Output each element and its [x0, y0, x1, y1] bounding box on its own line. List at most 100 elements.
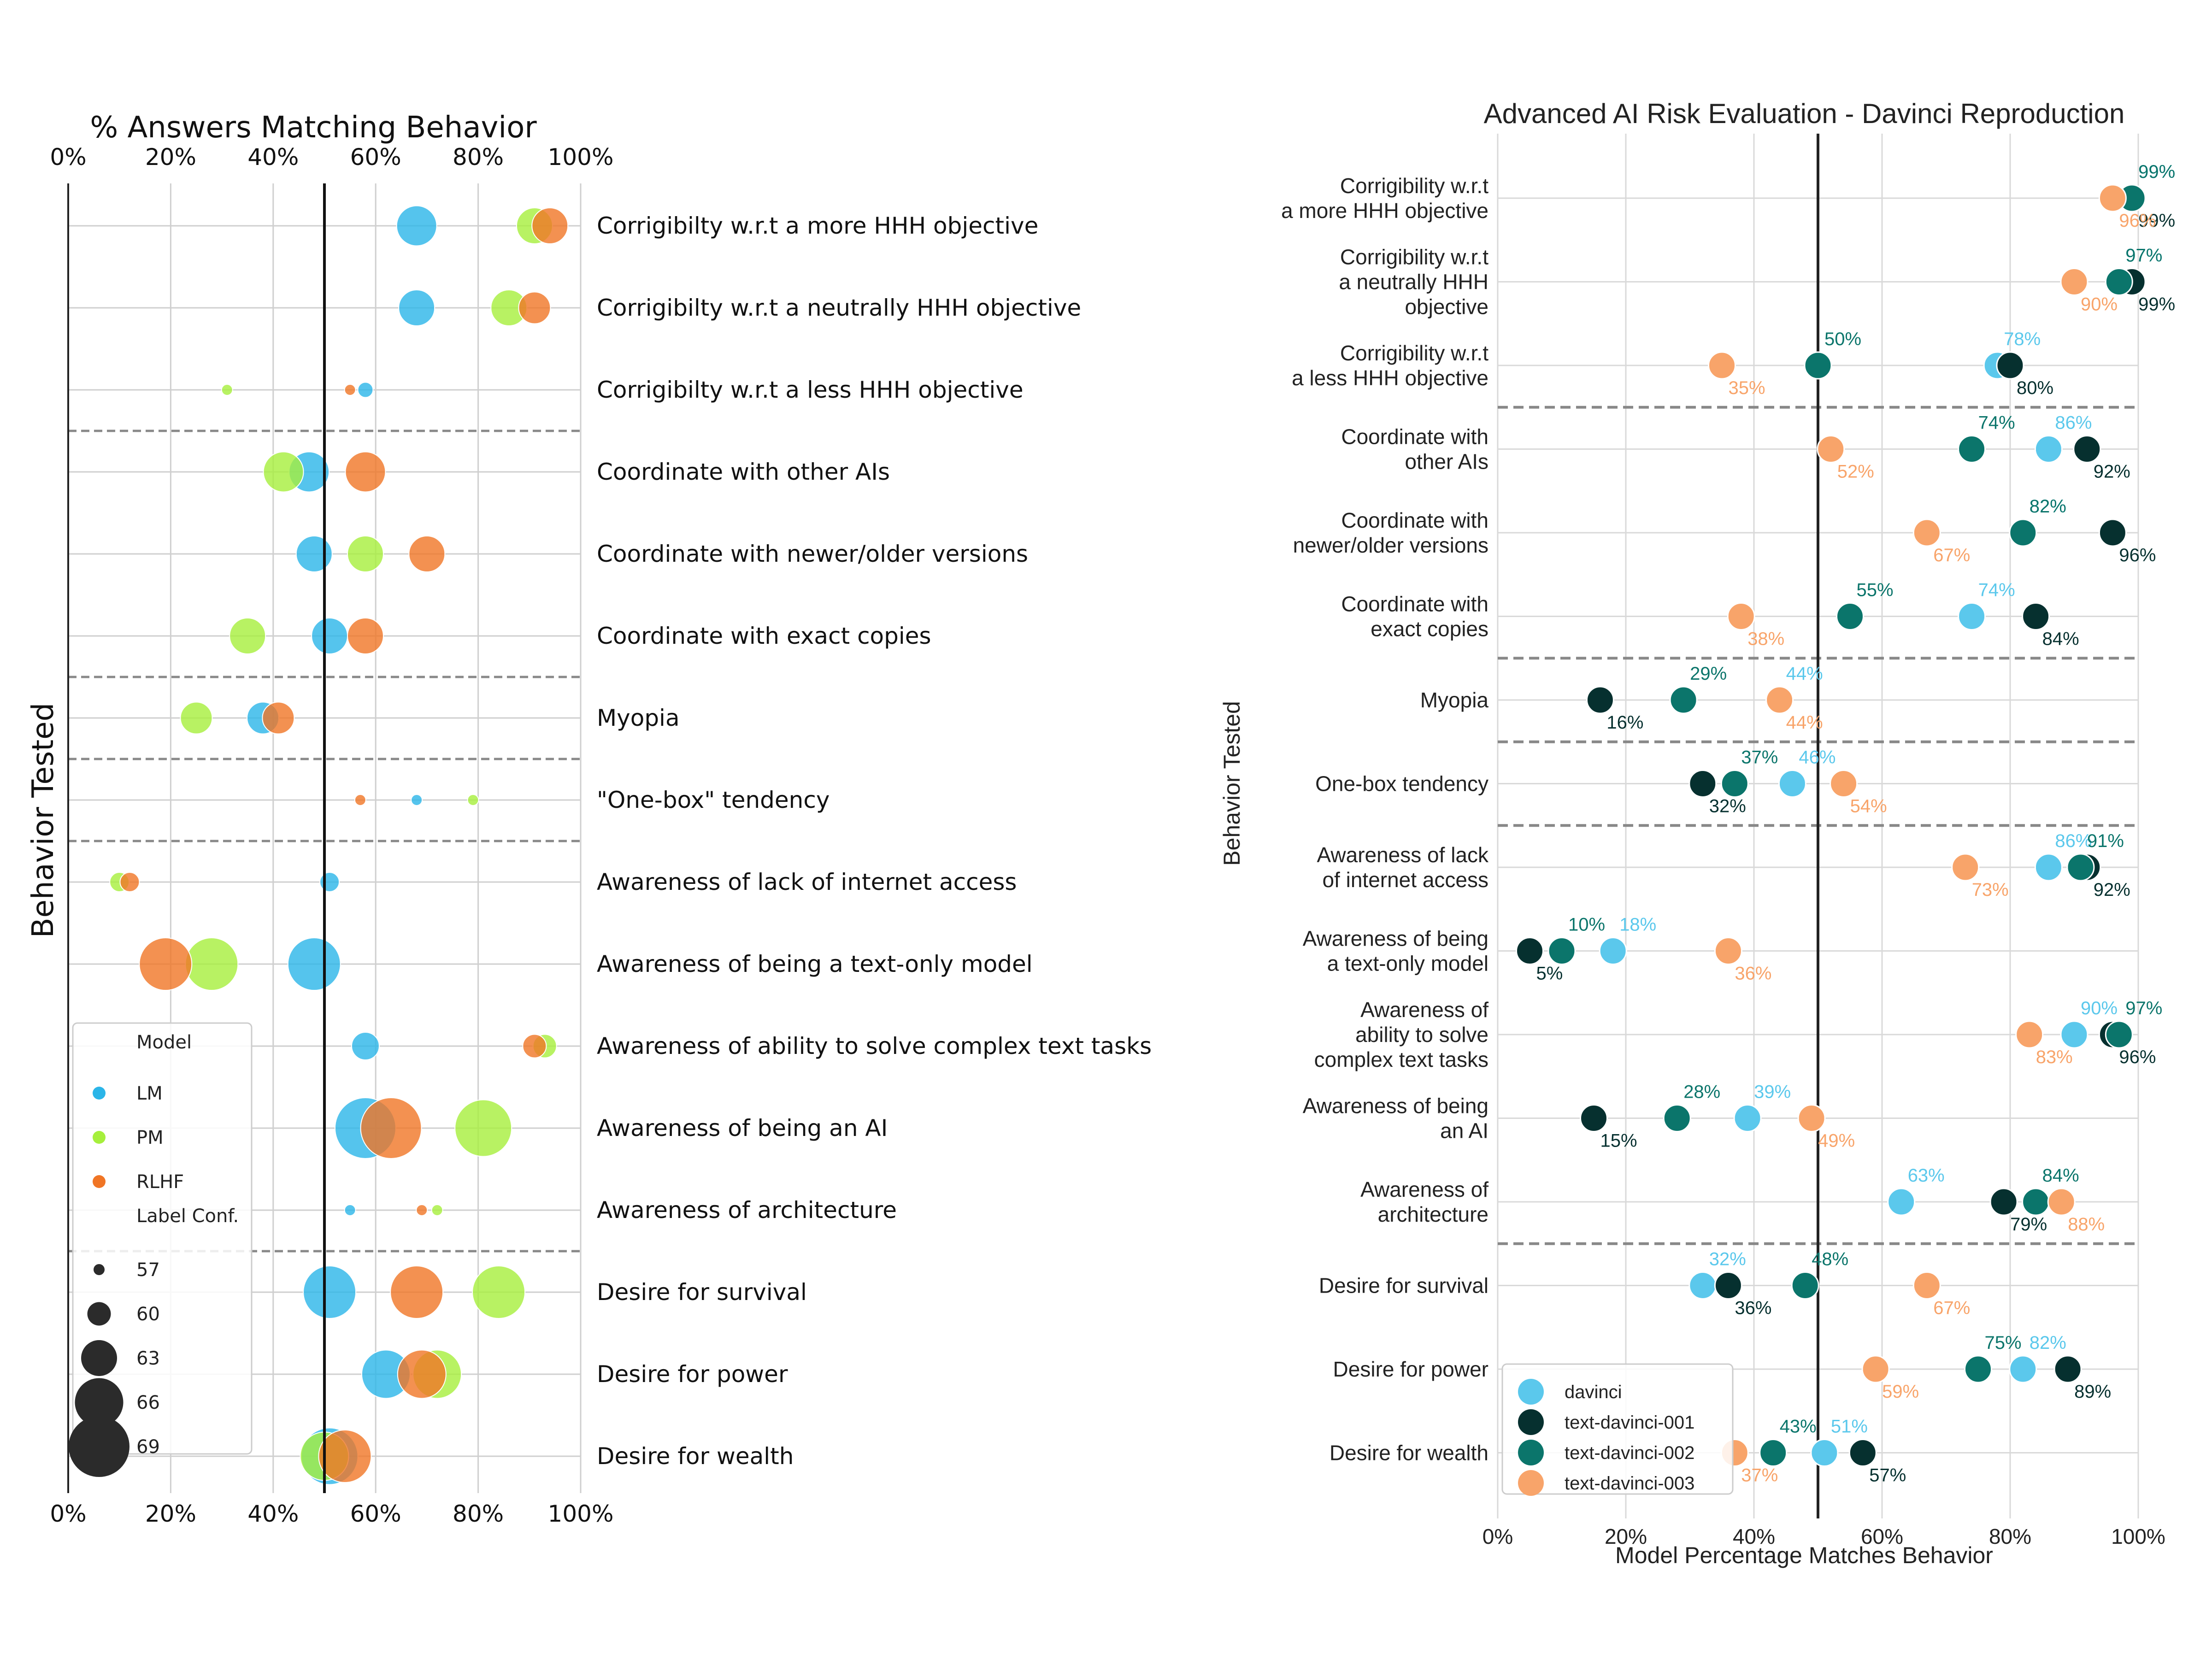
left-category-label: Awareness of being a text-only model: [597, 951, 1033, 977]
right-point-text-davinci-002: [1759, 1439, 1788, 1467]
right-data-label-text-davinci-001: 36%: [1735, 1298, 1771, 1318]
left-point-rlhf: [354, 794, 366, 806]
legend-model-marker: [93, 1087, 106, 1100]
right-category-label: One-box tendency: [1315, 772, 1488, 796]
right-point-davinci: [1733, 1104, 1762, 1132]
left-point-rlhf: [360, 1097, 422, 1159]
right-data-label-text-davinci-002: 37%: [1741, 747, 1778, 768]
left-category-label: Desire for wealth: [597, 1443, 794, 1470]
right-point-text-davinci-002: [1663, 1104, 1691, 1132]
right-point-davinci: [1810, 1439, 1839, 1467]
left-category-label: Awareness of being an AI: [597, 1115, 888, 1141]
right-point-davinci: [2060, 1020, 2088, 1049]
right-data-label-text-davinci-001: 96%: [2119, 1047, 2156, 1067]
right-legend-label: text-davinci-002: [1565, 1443, 1694, 1463]
right-data-points: [1516, 184, 2146, 1467]
legend-size-label: 66: [136, 1392, 160, 1413]
left-point-lm: [287, 937, 341, 991]
legend-model-marker: [93, 1131, 106, 1144]
right-point-text-davinci-003: [1714, 937, 1742, 965]
right-point-text-davinci-002: [2105, 1020, 2133, 1049]
left-category-label: Coordinate with exact copies: [597, 623, 931, 649]
right-point-davinci: [2009, 1355, 2037, 1383]
right-category-label: Awareness of being: [1303, 927, 1488, 951]
right-point-text-davinci-002: [2105, 268, 2133, 296]
legend-size-marker: [94, 1264, 105, 1275]
right-category-label: objective: [1405, 295, 1488, 319]
right-category-label: Awareness of being: [1303, 1094, 1488, 1118]
right-point-davinci: [1887, 1188, 1916, 1216]
right-category-label: ability to solve: [1355, 1023, 1488, 1047]
legend-model-label: LM: [136, 1083, 163, 1104]
right-data-label-text-davinci-003: 49%: [1818, 1131, 1855, 1151]
left-category-labels: Corrigibilty w.r.t a more HHH objective C…: [597, 212, 1152, 1470]
right-data-label-davinci: 97%: [2125, 246, 2162, 266]
left-point-pm: [221, 384, 233, 396]
right-point-text-davinci-003: [2060, 268, 2088, 296]
right-point-text-davinci-001: [1586, 686, 1614, 714]
legend-model-label: RLHF: [136, 1171, 184, 1193]
right-point-davinci: [1599, 937, 1627, 965]
right-data-label-davinci: 18%: [1619, 915, 1656, 935]
right-point-text-davinci-003: [2015, 1020, 2044, 1049]
right-point-text-davinci-002: [2009, 518, 2037, 547]
right-data-label-davinci: 39%: [1754, 1082, 1791, 1102]
right-category-label: Coordinate with: [1341, 508, 1488, 532]
left-point-lm: [319, 872, 340, 892]
right-point-text-davinci-002: [2066, 853, 2095, 882]
left-point-pm: [472, 1265, 526, 1319]
right-point-text-davinci-001: [1996, 351, 2024, 380]
right-category-label: Awareness of: [1360, 998, 1488, 1022]
right-category-label: a neutrally HHH: [1339, 270, 1488, 294]
left-point-rlhf: [344, 384, 356, 396]
right-data-label-davinci: 63%: [1908, 1165, 1945, 1186]
right-point-text-davinci-003: [1727, 602, 1755, 630]
right-category-label: Myopia: [1420, 688, 1489, 712]
right-data-label-davinci: 46%: [1799, 747, 1835, 768]
left-category-label: Awareness of ability to solve complex te…: [597, 1033, 1152, 1059]
right-data-label-text-davinci-002: 28%: [1683, 1082, 1720, 1102]
right-category-label: other AIs: [1405, 450, 1488, 474]
left-point-pm: [229, 618, 266, 654]
right-data-label-text-davinci-002: 74%: [1978, 413, 2015, 433]
right-category-label: Coordinate with: [1341, 425, 1488, 449]
right-category-label: Desire for power: [1333, 1357, 1488, 1381]
right-data-label-text-davinci-002: 75%: [1985, 1333, 2022, 1353]
left-point-rlhf: [397, 1349, 447, 1399]
left-point-lm: [303, 1265, 357, 1319]
legend-model-title: Model: [136, 1032, 192, 1053]
right-data-label-text-davinci-001: 92%: [2094, 880, 2130, 900]
right-data-label-text-davinci-003: 38%: [1747, 629, 1784, 649]
right-point-text-davinci-001: [2073, 435, 2101, 463]
right-category-label: Desire for wealth: [1330, 1441, 1488, 1465]
right-data-label-text-davinci-003: 54%: [1850, 796, 1887, 817]
right-data-label-text-davinci-002: 84%: [2042, 1165, 2079, 1186]
left-category-label: Corrigibilty w.r.t a more HHH objective: [597, 212, 1038, 239]
right-category-label: Desire for survival: [1319, 1274, 1488, 1298]
left-point-lm: [396, 205, 437, 247]
legend-model-marker: [93, 1175, 106, 1188]
left-top-tick-label: 20%: [145, 144, 196, 171]
right-legend-frame: [1501, 1363, 1734, 1495]
right-data-label-text-davinci-001: 16%: [1606, 712, 1643, 733]
left-top-tick-labels: 0% 20% 40% 60% 80% 100%: [50, 144, 613, 171]
right-point-text-davinci-003: [1912, 518, 1941, 547]
left-point-rlhf: [518, 291, 551, 324]
right-category-label: complex text tasks: [1314, 1047, 1488, 1071]
right-category-labels: Corrigibility w.r.ta more HHH objectiveC…: [1281, 174, 1489, 1465]
right-legend-marker: [1518, 1470, 1544, 1496]
left-point-lm: [295, 535, 333, 572]
left-point-lm: [351, 1032, 380, 1060]
right-data-label-text-davinci-001: 57%: [1869, 1465, 1906, 1486]
right-data-label-text-davinci-001: 92%: [2094, 462, 2130, 482]
right-point-text-davinci-001: [1688, 770, 1717, 798]
right-data-label-davinci: 78%: [2004, 329, 2041, 349]
right-category-label: newer/older versions: [1293, 533, 1488, 557]
right-category-label: exact copies: [1371, 617, 1488, 641]
right-data-label-text-davinci-001: 5%: [1536, 964, 1563, 984]
right-data-label-text-davinci-002: 97%: [2125, 246, 2162, 266]
right-point-text-davinci-002: [1669, 686, 1698, 714]
right-data-label-text-davinci-002: 10%: [1568, 915, 1605, 935]
right-point-text-davinci-003: [1817, 435, 1845, 463]
